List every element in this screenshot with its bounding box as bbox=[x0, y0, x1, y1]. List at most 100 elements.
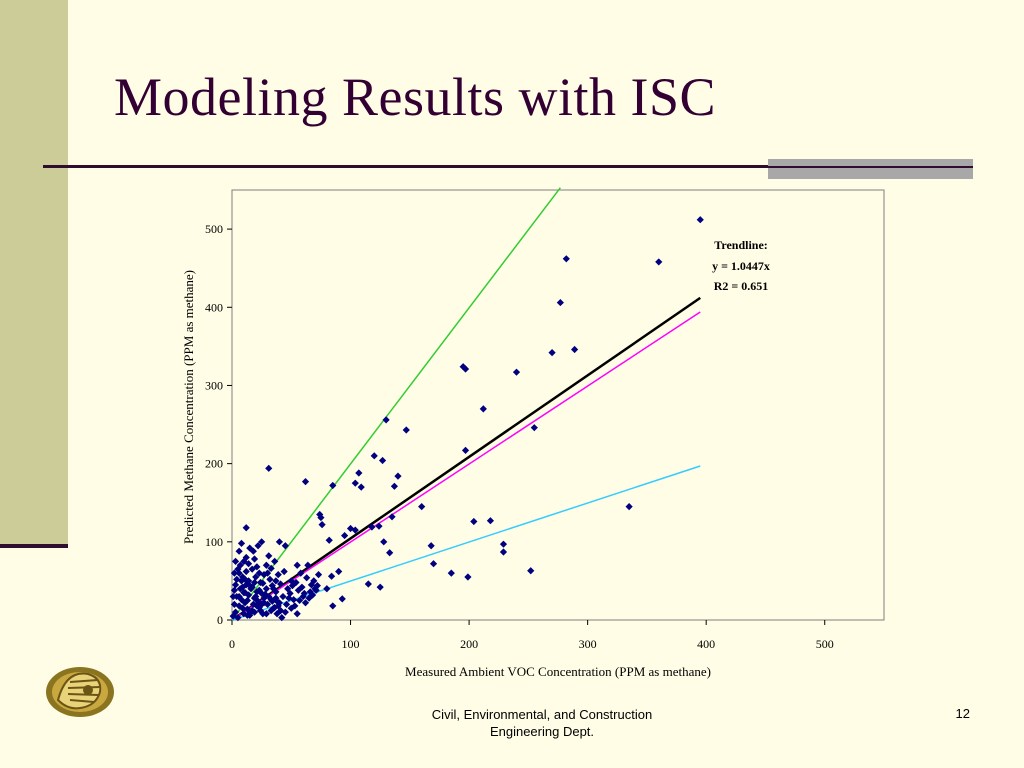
footer-department: Civil, Environmental, and Construction E… bbox=[412, 706, 672, 740]
data-point bbox=[281, 542, 289, 550]
data-point bbox=[254, 542, 262, 550]
data-point bbox=[252, 592, 260, 601]
data-point bbox=[301, 478, 310, 486]
data-point bbox=[231, 581, 240, 589]
data-point bbox=[255, 603, 263, 612]
pegasus-logo-icon bbox=[46, 667, 114, 717]
data-point bbox=[269, 585, 278, 593]
data-point bbox=[316, 510, 324, 519]
trendline-annotation-line2: y = 1.0447x bbox=[712, 259, 770, 273]
data-point bbox=[314, 571, 323, 579]
data-point bbox=[394, 472, 402, 480]
left-decor-rule bbox=[0, 544, 68, 548]
data-point bbox=[235, 547, 243, 555]
slide-title: Modeling Results with ISC bbox=[114, 67, 717, 127]
y-axis: 0 100 200 300 400 500 bbox=[205, 222, 232, 627]
data-point bbox=[310, 577, 318, 585]
x-axis-label: Measured Ambient VOC Concentration (PPM … bbox=[405, 664, 711, 679]
data-point bbox=[351, 526, 359, 534]
data-point bbox=[258, 538, 266, 546]
data-point bbox=[312, 586, 320, 594]
data-point bbox=[272, 588, 280, 596]
data-point bbox=[266, 575, 274, 583]
x-axis: 0 100 200 300 400 500 bbox=[229, 620, 834, 651]
data-point bbox=[291, 602, 299, 610]
data-point bbox=[249, 547, 257, 555]
data-point bbox=[243, 596, 252, 605]
y-tick-label: 400 bbox=[205, 300, 223, 314]
data-point bbox=[364, 580, 372, 588]
data-point bbox=[272, 594, 280, 602]
data-point bbox=[418, 503, 426, 511]
x-tick-label: 500 bbox=[816, 637, 834, 651]
data-point bbox=[262, 585, 270, 593]
data-point bbox=[229, 592, 237, 601]
data-point bbox=[268, 582, 276, 590]
data-point bbox=[287, 604, 295, 612]
data-point bbox=[242, 567, 250, 576]
data-point bbox=[254, 597, 262, 605]
data-point bbox=[230, 569, 238, 577]
data-point bbox=[390, 482, 399, 490]
data-point bbox=[512, 368, 521, 376]
data-point bbox=[329, 481, 337, 490]
data-point bbox=[263, 600, 272, 608]
y-tick-label: 100 bbox=[205, 535, 223, 549]
data-point bbox=[248, 607, 256, 615]
data-point bbox=[230, 586, 238, 594]
data-point bbox=[300, 589, 308, 598]
data-points bbox=[229, 216, 704, 622]
data-point bbox=[237, 539, 246, 547]
data-point bbox=[279, 592, 287, 601]
data-point bbox=[427, 542, 435, 550]
data-point bbox=[231, 608, 240, 616]
data-point bbox=[231, 557, 240, 565]
data-point bbox=[461, 365, 470, 373]
data-point bbox=[267, 564, 275, 572]
data-point bbox=[305, 594, 313, 602]
data-point bbox=[260, 594, 268, 602]
data-point bbox=[303, 574, 311, 582]
data-point bbox=[274, 602, 282, 610]
footer-department-line1: Civil, Environmental, and Construction bbox=[431, 707, 653, 722]
data-point bbox=[313, 582, 321, 590]
data-point bbox=[261, 590, 269, 598]
data-point bbox=[274, 571, 282, 579]
data-point bbox=[307, 581, 316, 589]
data-point bbox=[378, 456, 387, 465]
title-underline-accent bbox=[768, 166, 973, 168]
data-point bbox=[249, 600, 257, 608]
trendline-annotation-line3: R2 = 0.651 bbox=[714, 279, 769, 293]
data-point bbox=[335, 567, 343, 576]
data-point bbox=[341, 531, 349, 540]
data-point bbox=[241, 599, 249, 607]
data-point bbox=[282, 600, 291, 608]
data-point bbox=[562, 255, 570, 263]
data-point bbox=[271, 557, 279, 565]
data-point bbox=[265, 464, 273, 472]
data-point bbox=[570, 345, 579, 354]
data-point bbox=[259, 610, 267, 618]
data-point bbox=[355, 469, 363, 477]
data-point bbox=[253, 588, 261, 596]
data-point bbox=[240, 589, 248, 597]
data-point bbox=[499, 548, 508, 556]
magenta-line bbox=[231, 311, 701, 621]
data-point bbox=[447, 569, 455, 577]
data-point bbox=[323, 585, 331, 593]
data-point bbox=[268, 597, 276, 605]
data-point bbox=[292, 578, 300, 587]
data-point bbox=[285, 594, 293, 602]
data-point bbox=[250, 578, 259, 587]
data-point bbox=[318, 521, 326, 529]
page-number: 12 bbox=[955, 706, 970, 721]
data-point bbox=[242, 524, 250, 532]
x-tick-label: 300 bbox=[579, 637, 597, 651]
data-point bbox=[280, 567, 288, 576]
data-point bbox=[275, 599, 284, 607]
y-tick-label: 0 bbox=[217, 613, 223, 627]
data-point bbox=[329, 602, 337, 610]
data-point bbox=[317, 513, 325, 522]
data-point bbox=[260, 599, 268, 607]
data-point bbox=[375, 522, 383, 530]
